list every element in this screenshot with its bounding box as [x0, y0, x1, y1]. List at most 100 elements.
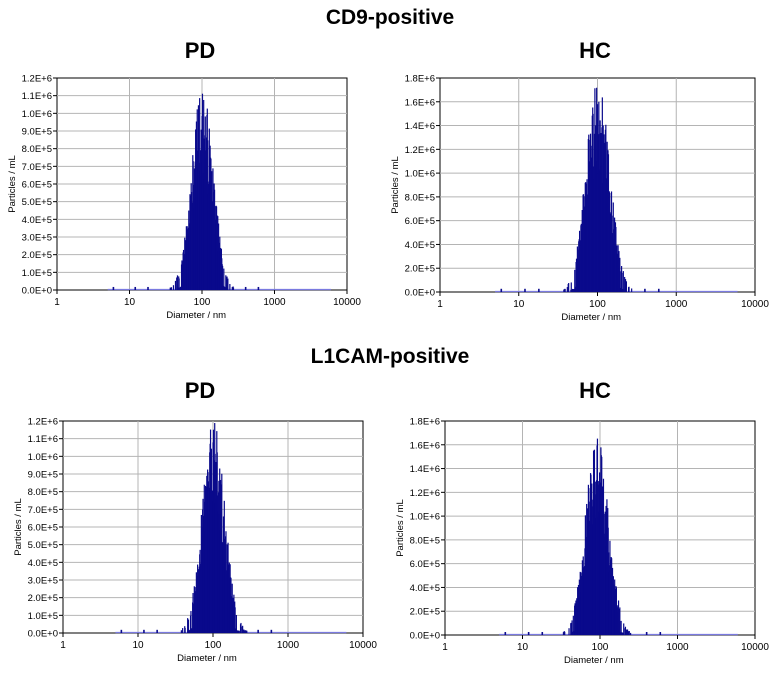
histogram-bar: [524, 288, 526, 292]
y-tick-label: 4.0E+5: [28, 558, 58, 569]
y-tick-label: 5.0E+5: [28, 540, 58, 551]
histogram-bar: [270, 629, 273, 633]
y-axis-label: Particles / mL: [7, 155, 18, 213]
histogram-bar: [628, 631, 630, 635]
histogram-bar: [645, 632, 648, 635]
histogram-bar: [570, 282, 572, 292]
histogram-bar: [147, 286, 149, 290]
histogram-bar: [170, 287, 173, 290]
y-tick-label: 6.0E+5: [22, 180, 52, 191]
histogram-bar: [187, 618, 189, 633]
y-tick-label: 1.8E+6: [410, 417, 440, 428]
histogram-bar: [223, 268, 225, 290]
histogram-bar: [244, 286, 247, 290]
y-tick-label: 1.2E+6: [22, 74, 52, 85]
histogram-bar: [240, 622, 242, 633]
y-tick-label: 1.8E+6: [405, 74, 435, 85]
y-tick-label: 1.0E+6: [405, 169, 435, 180]
x-tick-label: 10: [132, 640, 144, 651]
x-tick-label: 10000: [741, 642, 769, 653]
y-tick-label: 0.0E+0: [22, 286, 52, 297]
y-tick-label: 0.0E+0: [405, 288, 435, 299]
histogram-bar: [169, 287, 171, 290]
y-tick-label: 1.2E+6: [410, 488, 440, 499]
histogram-bar: [156, 629, 158, 633]
histogram-bar: [631, 288, 633, 292]
y-tick-label: 1.1E+6: [22, 91, 52, 102]
histogram-bar: [244, 630, 246, 633]
y-tick-label: 1.6E+6: [410, 440, 440, 451]
histogram-bar: [143, 629, 145, 633]
histogram-bar: [242, 625, 244, 633]
y-axis-label: Particles / mL: [13, 498, 24, 556]
y-tick-label: 1.1E+6: [28, 434, 58, 445]
panel-title-l1cam-hc: HC: [579, 378, 611, 403]
x-tick-label: 10000: [333, 297, 361, 308]
x-tick-label: 100: [194, 297, 211, 308]
x-tick-label: 1000: [277, 640, 300, 651]
y-tick-label: 2.0E+5: [28, 593, 58, 604]
y-tick-label: 1.4E+6: [410, 464, 440, 475]
y-tick-label: 1.2E+6: [28, 417, 58, 428]
histogram-bar: [568, 283, 570, 292]
histogram-bar: [178, 278, 180, 290]
y-tick-label: 8.0E+5: [28, 487, 58, 498]
x-tick-label: 1000: [263, 297, 286, 308]
y-tick-label: 8.0E+5: [405, 192, 435, 203]
histogram-bar: [190, 611, 192, 633]
histogram-bar: [574, 269, 576, 292]
x-tick-label: 10: [124, 297, 136, 308]
histogram-bar: [623, 289, 625, 292]
histogram-bar: [619, 607, 621, 635]
x-tick-label: 1: [437, 299, 443, 310]
x-tick-label: 100: [205, 640, 222, 651]
y-tick-label: 4.0E+5: [405, 240, 435, 251]
histogram-bar: [657, 288, 660, 292]
y-tick-label: 0.0E+0: [28, 629, 58, 640]
histogram-bar: [630, 632, 632, 635]
histogram-bar: [500, 288, 503, 292]
y-tick-label: 0.0E+0: [410, 631, 440, 642]
histogram-bar: [622, 271, 624, 292]
histogram-bar: [527, 632, 530, 635]
histogram-bar: [572, 615, 574, 635]
histogram-bar: [621, 632, 624, 635]
histogram-bar: [238, 630, 240, 633]
y-tick-label: 8.0E+5: [22, 144, 52, 155]
histogram-bar: [187, 619, 190, 633]
histogram-bar: [180, 630, 182, 633]
y-tick-label: 1.0E+5: [22, 268, 52, 279]
histogram-bar: [628, 286, 630, 292]
y-tick-label: 1.4E+6: [405, 121, 435, 132]
x-tick-label: 10000: [349, 640, 377, 651]
y-tick-label: 6.0E+5: [405, 216, 435, 227]
section-title-l1cam: L1CAM-positive: [310, 345, 470, 368]
histogram-bar: [623, 623, 625, 635]
histogram-bar: [625, 281, 627, 292]
histogram-bar: [564, 631, 566, 635]
histogram-bar: [172, 285, 175, 290]
y-tick-label: 4.0E+5: [410, 583, 440, 594]
histogram-bar: [566, 287, 568, 292]
histogram-bar: [620, 620, 622, 635]
y-tick-label: 1.0E+5: [28, 611, 58, 622]
y-tick-label: 8.0E+5: [410, 535, 440, 546]
y-tick-label: 1.0E+6: [28, 452, 58, 463]
histogram-panel-1: 0.0E+0 2.0E+5 4.0E+5 6.0E+5 8.0E+5 1.0E+6 1.2E…: [390, 74, 769, 324]
histogram-bar: [644, 288, 646, 292]
histogram-bar: [627, 631, 630, 635]
histogram-bar: [134, 286, 137, 290]
histogram-bar: [234, 607, 236, 633]
histogram-bar: [112, 286, 115, 290]
y-tick-label: 2.0E+5: [405, 264, 435, 275]
histogram-bar: [619, 271, 621, 292]
y-tick-label: 9.0E+5: [28, 470, 58, 481]
x-tick-label: 10: [517, 642, 529, 653]
histogram-bar: [184, 627, 186, 633]
x-tick-label: 1: [60, 640, 66, 651]
histogram-bar: [182, 628, 184, 633]
y-tick-label: 7.0E+5: [22, 162, 52, 173]
histogram-bar: [226, 276, 228, 290]
x-tick-label: 1000: [665, 299, 688, 310]
